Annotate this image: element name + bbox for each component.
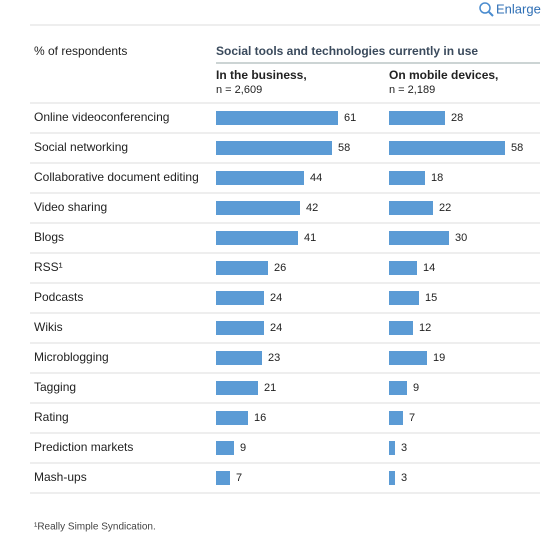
value-label: 7	[236, 472, 242, 484]
bar	[216, 441, 234, 455]
category-label: Wikis	[34, 320, 63, 334]
value-label: 24	[270, 322, 282, 334]
bar	[389, 381, 407, 395]
bar	[216, 171, 304, 185]
bar	[389, 351, 427, 365]
value-label: 58	[338, 142, 350, 154]
value-label: 3	[401, 442, 407, 454]
value-label: 24	[270, 292, 282, 304]
category-label: Video sharing	[34, 200, 107, 214]
magnifier-handle	[488, 11, 494, 17]
value-label: 15	[425, 292, 437, 304]
bar	[389, 201, 433, 215]
category-label: Prediction markets	[34, 440, 133, 454]
value-label: 21	[264, 382, 276, 394]
category-label: Collaborative document editing	[34, 170, 199, 184]
bar	[389, 111, 445, 125]
value-label: 44	[310, 172, 322, 184]
value-label: 23	[268, 352, 280, 364]
enlarge-link[interactable]: Enlarge	[496, 1, 541, 16]
bar	[216, 321, 264, 335]
value-label: 7	[409, 412, 415, 424]
bar	[389, 411, 403, 425]
value-label: 16	[254, 412, 266, 424]
panel-note: n = 2,189	[389, 84, 435, 96]
bar	[389, 441, 395, 455]
enlarge-button[interactable]: Enlarge	[479, 1, 541, 17]
category-label: Rating	[34, 410, 69, 424]
category-label: Microblogging	[34, 350, 109, 364]
magnifier-icon	[479, 2, 491, 14]
category-label: RSS¹	[34, 260, 63, 274]
value-label: 9	[240, 442, 246, 454]
category-label: Blogs	[34, 230, 64, 244]
bar	[216, 351, 262, 365]
category-label: Tagging	[34, 380, 76, 394]
value-label: 41	[304, 232, 316, 244]
bar	[216, 201, 300, 215]
bar	[216, 471, 230, 485]
value-label: 28	[451, 112, 463, 124]
bar	[216, 111, 338, 125]
value-label: 19	[433, 352, 445, 364]
value-label: 58	[511, 142, 523, 154]
value-label: 30	[455, 232, 467, 244]
bar	[389, 321, 413, 335]
value-label: 61	[344, 112, 356, 124]
value-label: 12	[419, 322, 431, 334]
category-label: Podcasts	[34, 290, 83, 304]
footnote: ¹Really Simple Syndication.	[34, 522, 156, 533]
bar	[216, 381, 258, 395]
bar	[216, 141, 332, 155]
category-label: Social networking	[34, 140, 128, 154]
panel-note: n = 2,609	[216, 84, 262, 96]
bar	[216, 231, 298, 245]
bar	[389, 171, 425, 185]
bar	[216, 291, 264, 305]
value-label: 42	[306, 202, 318, 214]
bar	[389, 291, 419, 305]
bar	[389, 231, 449, 245]
bar	[389, 141, 505, 155]
panel-header: On mobile devices,	[389, 68, 498, 82]
panel-header: In the business,	[216, 68, 307, 82]
bar	[389, 471, 395, 485]
chart-title: Social tools and technologies currently …	[216, 44, 478, 58]
y-label: % of respondents	[34, 44, 127, 58]
bar	[216, 261, 268, 275]
value-label: 3	[401, 472, 407, 484]
value-label: 26	[274, 262, 286, 274]
bar	[389, 261, 417, 275]
value-label: 18	[431, 172, 443, 184]
value-label: 22	[439, 202, 451, 214]
value-label: 9	[413, 382, 419, 394]
value-label: 14	[423, 262, 435, 274]
category-label: Mash-ups	[34, 470, 87, 484]
bar	[216, 411, 248, 425]
category-label: Online videoconferencing	[34, 110, 169, 124]
